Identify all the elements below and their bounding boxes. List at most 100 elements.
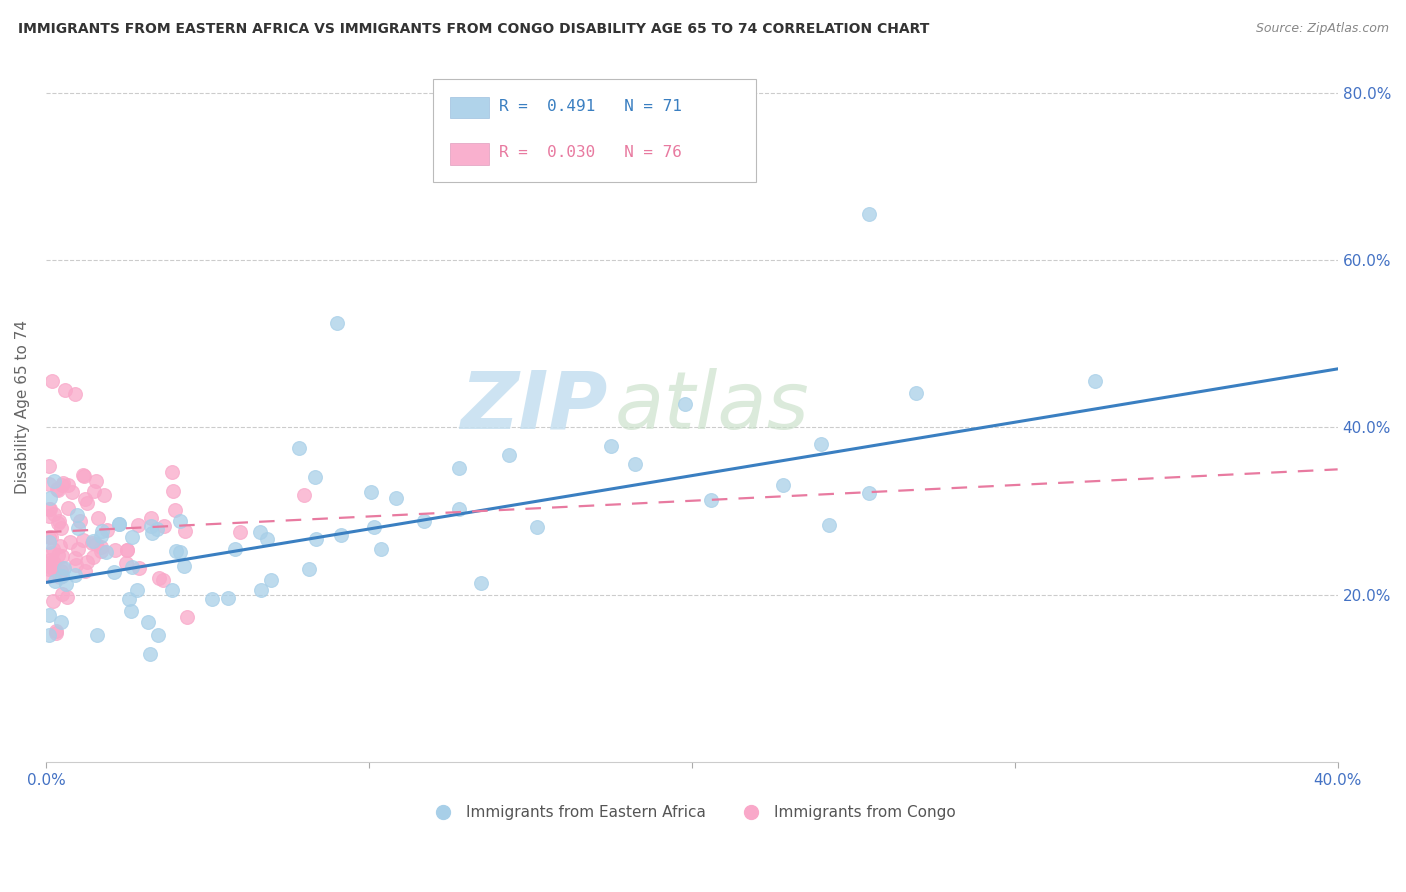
Point	[146, 522, 169, 536]
Point	[51, 549, 73, 563]
Text: ZIP: ZIP	[461, 368, 607, 446]
Point	[104, 543, 127, 558]
Point	[118, 591, 141, 606]
Point	[93, 488, 115, 502]
Point	[673, 397, 696, 411]
Point	[46, 483, 69, 497]
Point	[108, 516, 131, 531]
Point	[66, 508, 89, 523]
Point	[700, 492, 723, 507]
Point	[385, 491, 408, 505]
Point	[58, 478, 80, 492]
Point	[66, 542, 89, 557]
Point	[86, 628, 108, 642]
Point	[148, 571, 170, 585]
Point	[46, 549, 69, 563]
Point	[624, 457, 647, 471]
Point	[115, 556, 138, 570]
Point	[73, 564, 96, 578]
Point	[82, 534, 104, 549]
Point	[83, 484, 105, 499]
Point	[139, 647, 162, 661]
Point	[96, 524, 118, 538]
Point	[173, 558, 195, 573]
Point	[42, 507, 65, 521]
Text: R =  0.030   N = 76: R = 0.030 N = 76	[499, 145, 682, 160]
Point	[65, 558, 87, 573]
Point	[304, 469, 326, 483]
Point	[363, 520, 385, 534]
Point	[249, 582, 271, 597]
Point	[82, 536, 104, 550]
Point	[810, 437, 832, 451]
Point	[162, 583, 184, 598]
Point	[169, 514, 191, 528]
Point	[38, 562, 60, 576]
Point	[169, 544, 191, 558]
Point	[249, 524, 271, 539]
Point	[51, 477, 73, 491]
Point	[1084, 375, 1107, 389]
Point	[90, 540, 112, 554]
Point	[103, 565, 125, 579]
Point	[52, 476, 75, 491]
Point	[858, 207, 880, 221]
Point	[46, 482, 69, 496]
Point	[73, 491, 96, 506]
Point	[72, 468, 94, 483]
Point	[470, 575, 492, 590]
Point	[63, 387, 86, 401]
Point	[201, 591, 224, 606]
Point	[59, 535, 82, 549]
Legend: Immigrants from Eastern Africa, Immigrants from Congo: Immigrants from Eastern Africa, Immigran…	[422, 798, 962, 826]
Point	[39, 502, 62, 516]
Point	[60, 484, 83, 499]
Point	[90, 544, 112, 558]
Point	[292, 488, 315, 502]
Point	[41, 546, 63, 560]
Text: IMMIGRANTS FROM EASTERN AFRICA VS IMMIGRANTS FROM CONGO DISABILITY AGE 65 TO 74 : IMMIGRANTS FROM EASTERN AFRICA VS IMMIGR…	[18, 22, 929, 37]
Point	[42, 593, 65, 607]
Point	[413, 515, 436, 529]
Point	[87, 511, 110, 525]
Point	[72, 533, 94, 547]
Point	[141, 519, 163, 533]
Point	[91, 524, 114, 538]
Text: R =  0.491   N = 71: R = 0.491 N = 71	[499, 99, 682, 113]
Point	[128, 560, 150, 574]
Y-axis label: Disability Age 65 to 74: Disability Age 65 to 74	[15, 319, 30, 493]
Point	[73, 469, 96, 483]
Point	[38, 458, 60, 473]
Point	[49, 540, 72, 554]
Point	[121, 560, 143, 574]
Point	[56, 590, 79, 604]
Point	[49, 521, 72, 535]
Point	[63, 551, 86, 566]
Point	[51, 569, 73, 583]
Point	[152, 573, 174, 587]
Point	[288, 442, 311, 456]
FancyBboxPatch shape	[433, 79, 756, 182]
Point	[176, 609, 198, 624]
Point	[38, 608, 60, 623]
Point	[38, 508, 60, 523]
Point	[48, 570, 70, 584]
Point	[69, 514, 91, 528]
Point	[44, 557, 66, 571]
Point	[217, 591, 239, 606]
Point	[39, 553, 62, 567]
Point	[449, 501, 471, 516]
FancyBboxPatch shape	[450, 97, 489, 119]
Point	[46, 516, 69, 531]
Point	[84, 537, 107, 551]
Point	[56, 500, 79, 515]
Point	[120, 604, 142, 618]
Point	[108, 516, 131, 531]
Point	[51, 560, 73, 574]
Point	[297, 562, 319, 576]
Point	[38, 569, 60, 583]
Point	[904, 386, 927, 401]
Point	[228, 524, 250, 539]
Point	[360, 485, 382, 500]
Point	[38, 556, 60, 570]
